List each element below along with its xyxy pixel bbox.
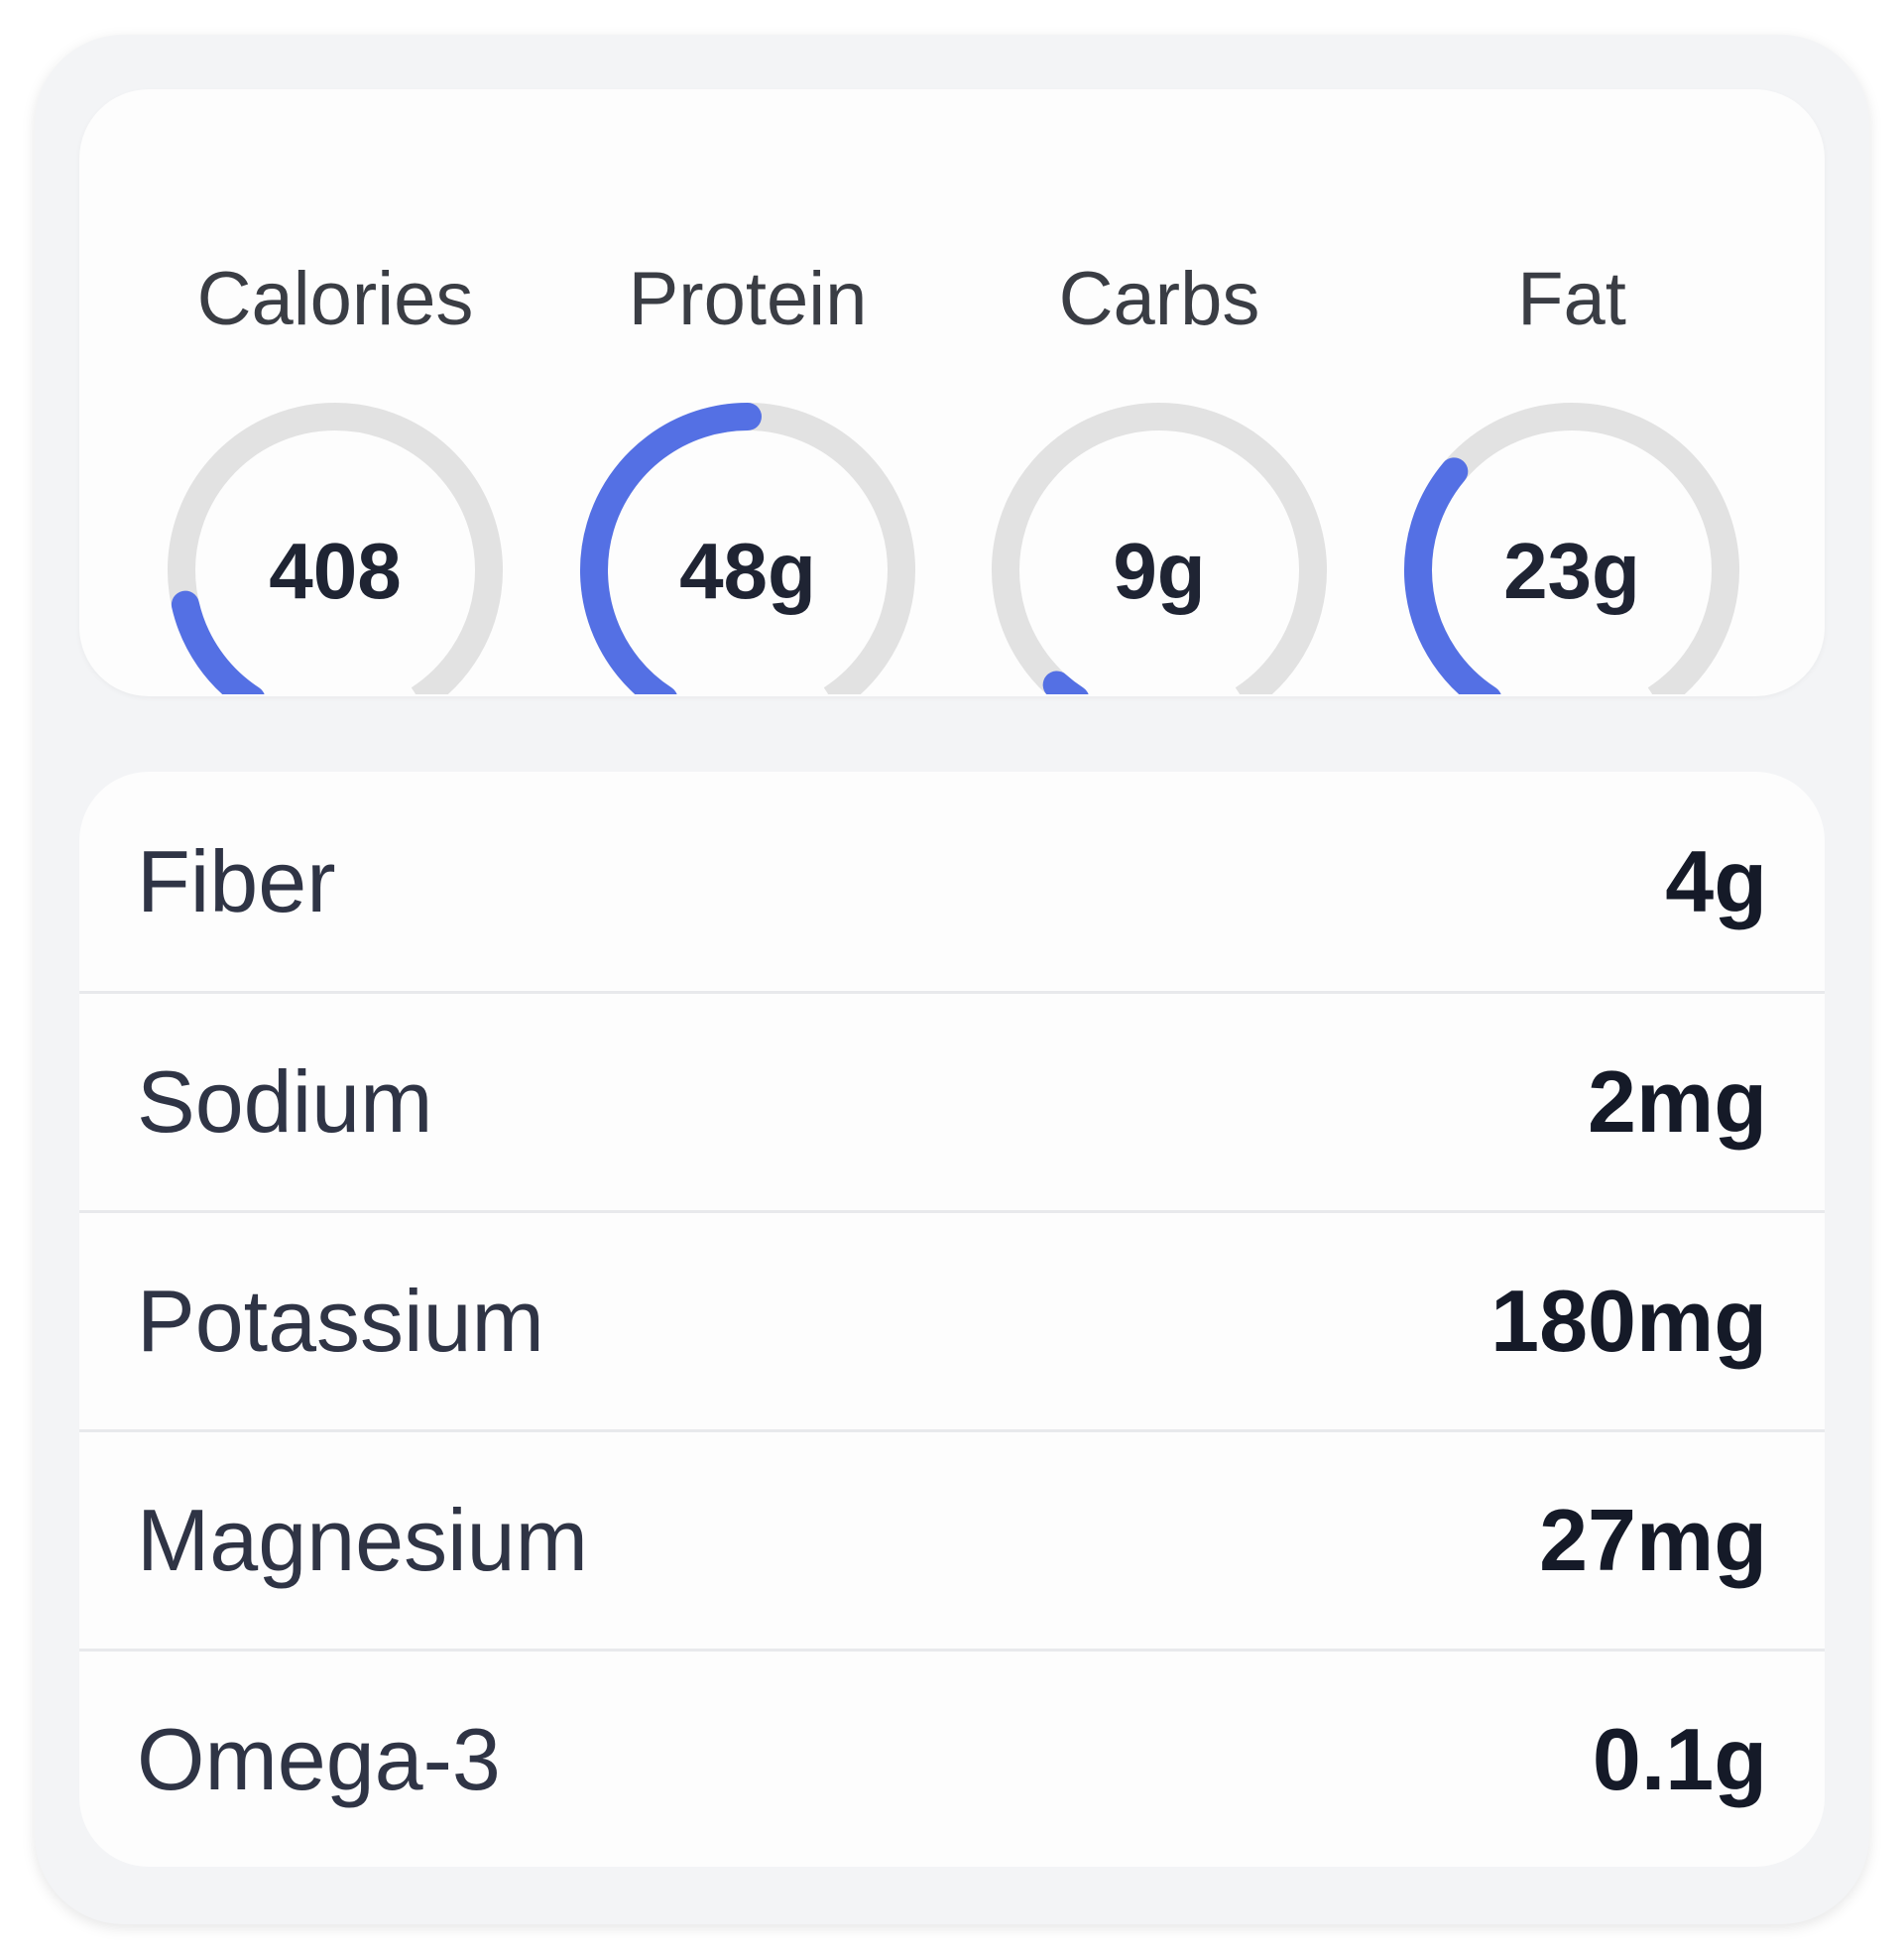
gauge-progress [1042,671,1089,694]
list-item-magnesium: Magnesium 27mg [79,1429,1825,1649]
gauge-fat: Fat 23g [1364,89,1780,696]
nutrient-value: 2mg [1588,1052,1767,1151]
gauge-progress [580,403,762,694]
nutrient-value: 27mg [1539,1491,1767,1589]
gauge-progress [171,590,265,694]
nutrient-label: Omega-3 [137,1710,501,1808]
gauge-ring [580,403,915,694]
gauge-value: 408 [269,527,402,615]
list-item-potassium: Potassium 180mg [79,1210,1825,1429]
gauge-label: Fat [1517,257,1626,341]
gauge-value: 23g [1503,527,1640,615]
gauge-label: Carbs [1058,257,1260,341]
gauge-label: Protein [628,257,868,341]
gauge-ring [1404,403,1739,694]
nutrient-label: Potassium [137,1272,544,1370]
list-item-omega-3: Omega-3 0.1g [79,1649,1825,1867]
nutrient-value: 4g [1665,831,1767,930]
nutrients-list: Fiber 4g Sodium 2mg Potassium 180mg Magn… [79,772,1825,1867]
gauge-progress [1404,457,1501,694]
gauge-value: 48g [679,527,816,615]
nutrient-label: Fiber [137,831,336,930]
gauge-label: Calories [196,257,474,341]
nutrient-value: 0.1g [1592,1710,1767,1808]
gauge-ring [992,403,1327,694]
gauge-carbs: Carbs 9g [951,89,1368,696]
nutrient-label: Magnesium [137,1491,588,1589]
gauge-value: 9g [1113,527,1206,615]
nutrient-value: 180mg [1490,1272,1767,1370]
macros-card: Calories 408 Protein 48g Carbs 9g Fat 23… [79,89,1825,696]
gauge-track [992,403,1327,694]
nutrient-label: Sodium [137,1052,433,1151]
list-item-fiber: Fiber 4g [79,772,1825,991]
gauge-protein: Protein 48g [539,89,956,696]
gauge-ring [168,403,503,694]
list-item-sodium: Sodium 2mg [79,991,1825,1210]
gauge-calories: Calories 408 [127,89,543,696]
